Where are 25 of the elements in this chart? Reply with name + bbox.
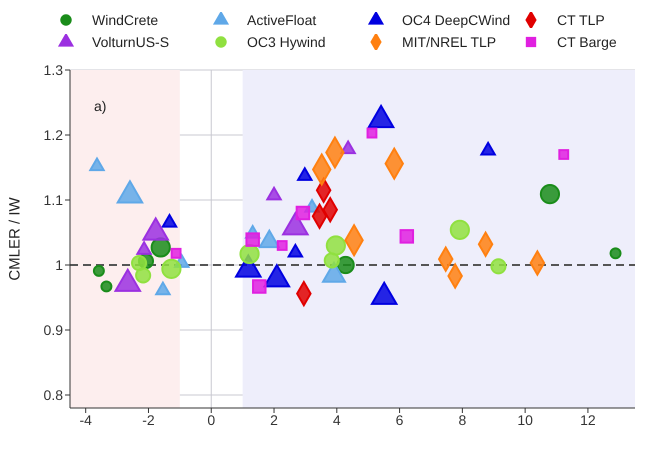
y-tick-label: 1.2: [44, 126, 64, 143]
y-tick-label: 0.8: [44, 386, 64, 403]
legend-label: MIT/NREL TLP: [402, 34, 496, 50]
x-tick-label: -4: [79, 412, 92, 428]
x-tick-label: 12: [580, 412, 596, 428]
legend-label: VolturnUS-S: [92, 34, 170, 50]
legend-label: WindCrete: [92, 12, 158, 28]
y-tick-label: 0.9: [44, 322, 64, 338]
legend-label: OC4 DeepCWind: [402, 12, 510, 28]
x-tick-label: 4: [332, 412, 341, 428]
y-tick-label: 1: [55, 256, 64, 273]
y-tick-label: 1.3: [44, 62, 64, 78]
legend-label: CT TLP: [557, 12, 605, 28]
x-tick-label: 2: [270, 412, 278, 428]
legend-label: CT Barge: [557, 34, 617, 50]
x-tick-label: 6: [396, 412, 404, 428]
y-tick-label: 1.1: [44, 192, 64, 208]
x-tick-label: -2: [142, 412, 155, 428]
x-tick-label: 10: [517, 412, 534, 428]
x-tick-label: 8: [458, 412, 466, 428]
annotation: a): [94, 98, 106, 114]
x-tick-label: 0: [207, 412, 216, 428]
legend-label: ActiveFloat: [247, 12, 316, 28]
legend-label: OC3 Hywind: [247, 34, 326, 50]
y-axis-title: CMLER / IW: [6, 196, 24, 281]
